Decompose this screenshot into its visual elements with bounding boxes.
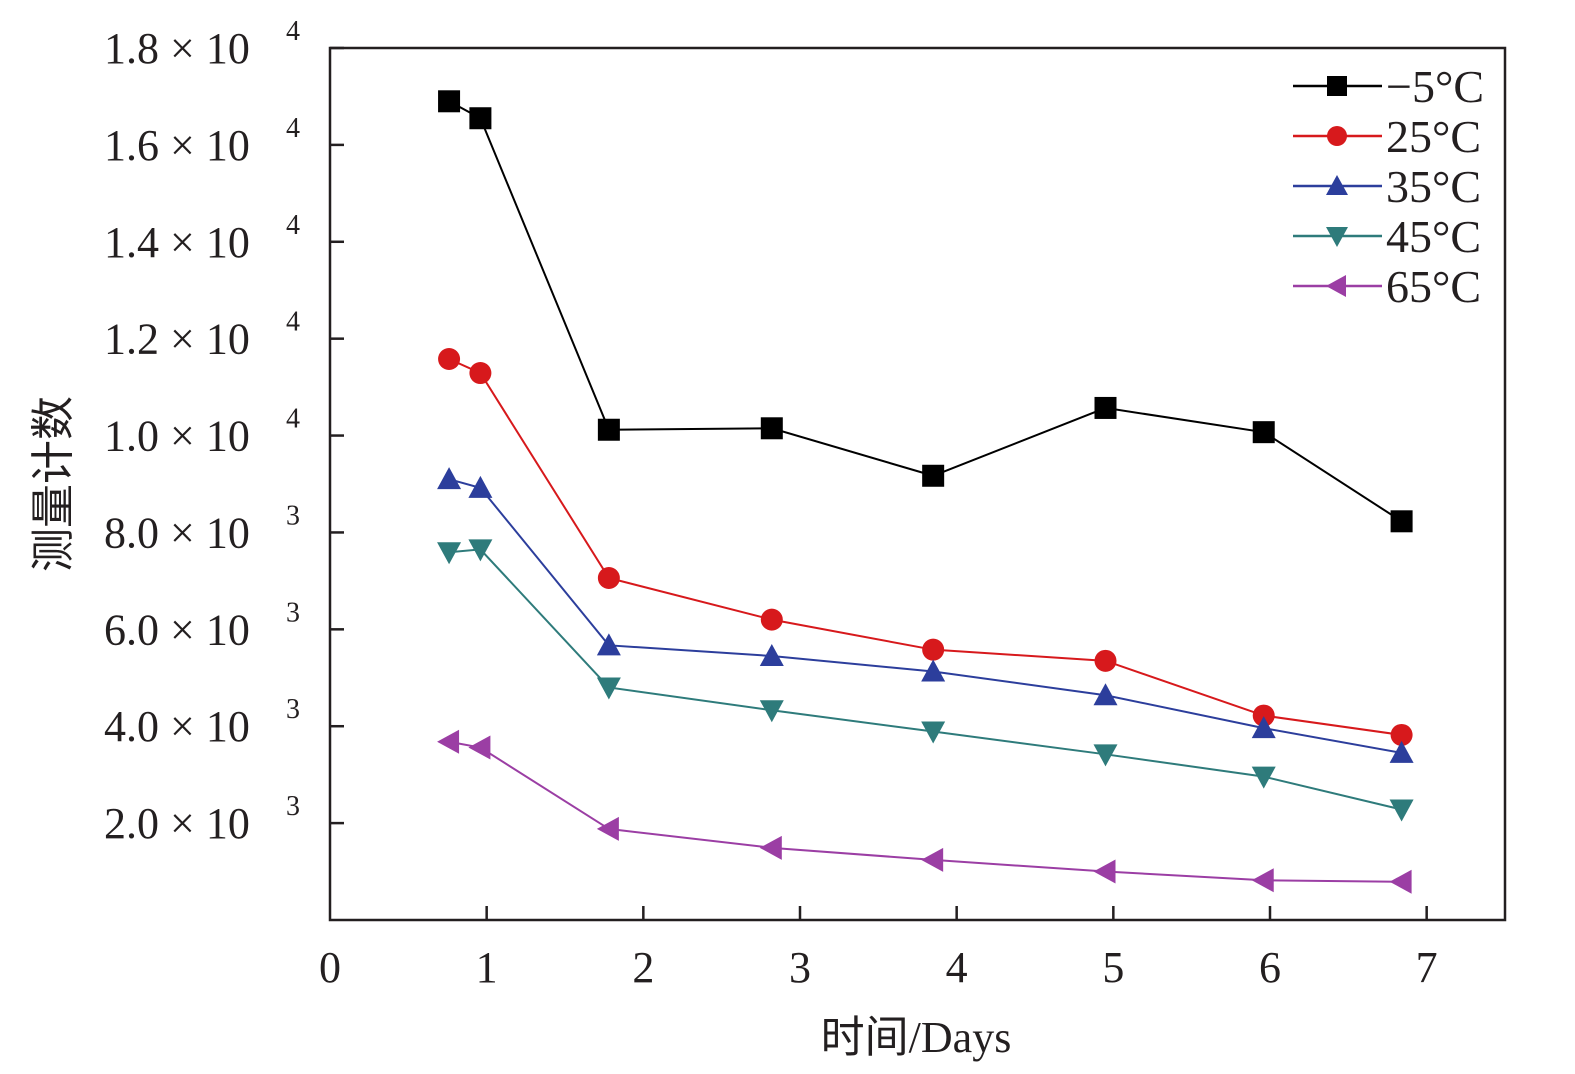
- series-group: [437, 90, 1414, 894]
- x-tick-label: 6: [1259, 943, 1281, 992]
- y-tick-label: 8.0 × 10: [104, 508, 250, 557]
- data-point: [437, 467, 462, 490]
- ticks-group: 0 1 2 3 4 5 6 7 2.0 × 10 3 4.0 × 10 3 6.0 × 10 3 8.0 ×…: [104, 16, 1438, 992]
- data-point: [1389, 869, 1412, 894]
- y-tick-exponent: 3: [286, 597, 300, 628]
- data-point: [1390, 723, 1413, 746]
- data-point: [469, 107, 492, 130]
- data-point: [596, 677, 621, 700]
- legend-marker: [1326, 175, 1348, 195]
- y-tick-exponent: 4: [286, 113, 300, 144]
- data-point: [468, 735, 491, 760]
- legend-label: 35°C: [1386, 161, 1481, 212]
- y-tick-label: 2.0 × 10: [104, 799, 250, 848]
- data-point: [469, 362, 492, 385]
- series-line: [448, 740, 1402, 883]
- data-point: [438, 348, 461, 371]
- data-point: [759, 700, 784, 723]
- data-point: [1390, 510, 1413, 533]
- x-tick-label: 0: [319, 943, 341, 992]
- data-point: [760, 608, 783, 631]
- x-tick-label: 3: [789, 943, 811, 992]
- legend-item: 45°C: [1293, 211, 1481, 262]
- legend-marker: [1326, 227, 1348, 247]
- data-point: [1093, 683, 1118, 706]
- data-point: [759, 835, 782, 860]
- plot-frame: [328, 46, 1507, 922]
- y-tick-label: 1.0 × 10: [104, 412, 250, 461]
- y-tick-label: 6.0 × 10: [104, 605, 250, 654]
- data-point: [1093, 859, 1116, 884]
- data-point: [922, 638, 945, 661]
- series-line: [448, 100, 1403, 523]
- series-2: [437, 467, 1414, 763]
- x-tick-label: 5: [1102, 943, 1124, 992]
- legend-item: 65°C: [1293, 261, 1481, 312]
- y-tick-label: 1.4 × 10: [104, 218, 250, 267]
- data-point: [596, 633, 621, 656]
- data-point: [760, 417, 783, 440]
- legend-label: −5°C: [1386, 61, 1484, 112]
- series-line: [448, 358, 1402, 736]
- data-point: [468, 539, 493, 562]
- y-tick-exponent: 4: [286, 16, 300, 47]
- legend-label: 25°C: [1386, 111, 1481, 162]
- data-point: [438, 90, 461, 113]
- data-point: [1252, 704, 1275, 727]
- series-0: [438, 90, 1413, 533]
- y-tick-exponent: 3: [286, 694, 300, 725]
- data-point: [468, 475, 493, 498]
- y-tick-label: 1.8 × 10: [104, 24, 250, 73]
- x-axis-title: 时间/Days: [821, 1013, 1012, 1062]
- data-point: [921, 721, 946, 744]
- y-axis-title: 测量计数: [29, 396, 78, 572]
- data-point: [596, 816, 619, 841]
- legend-label: 45°C: [1386, 211, 1481, 262]
- data-point: [921, 659, 946, 682]
- data-point: [1252, 421, 1275, 444]
- y-tick-exponent: 4: [286, 210, 300, 241]
- data-point: [597, 566, 620, 589]
- x-tick-label: 4: [946, 943, 968, 992]
- legend: −5°C25°C35°C45°C65°C: [1293, 61, 1484, 312]
- y-tick-exponent: 4: [286, 404, 300, 435]
- data-point: [921, 847, 944, 872]
- series-3: [437, 539, 1414, 822]
- legend-item: 25°C: [1293, 111, 1481, 162]
- x-tick-label: 7: [1416, 943, 1438, 992]
- data-point: [1251, 766, 1276, 789]
- series-line: [448, 478, 1402, 754]
- x-tick-label: 1: [476, 943, 498, 992]
- data-point: [922, 464, 945, 487]
- legend-label: 65°C: [1386, 261, 1481, 312]
- series-4: [437, 729, 1412, 894]
- data-point: [597, 418, 620, 441]
- series-1: [438, 348, 1413, 746]
- data-point: [437, 729, 460, 754]
- x-tick-label: 2: [632, 943, 654, 992]
- data-point: [1094, 649, 1117, 672]
- y-tick-exponent: 4: [286, 307, 300, 338]
- y-tick-label: 1.6 × 10: [104, 121, 250, 170]
- data-point: [1093, 744, 1118, 767]
- legend-item: −5°C: [1293, 61, 1484, 112]
- data-point: [1389, 799, 1414, 822]
- legend-item: 35°C: [1293, 161, 1481, 212]
- y-tick-label: 4.0 × 10: [104, 702, 250, 751]
- data-point: [1251, 716, 1276, 739]
- data-point: [759, 643, 784, 666]
- plot-area-border: [328, 46, 1507, 922]
- series-line: [448, 548, 1402, 811]
- legend-marker: [1326, 275, 1346, 297]
- y-tick-exponent: 3: [286, 500, 300, 531]
- data-point: [1251, 868, 1274, 893]
- y-tick-exponent: 3: [286, 791, 300, 822]
- data-point: [1389, 740, 1414, 763]
- legend-marker: [1327, 76, 1347, 96]
- y-tick-label: 1.2 × 10: [104, 315, 250, 364]
- data-point: [437, 542, 462, 565]
- data-point: [1094, 396, 1117, 419]
- legend-marker: [1327, 126, 1347, 146]
